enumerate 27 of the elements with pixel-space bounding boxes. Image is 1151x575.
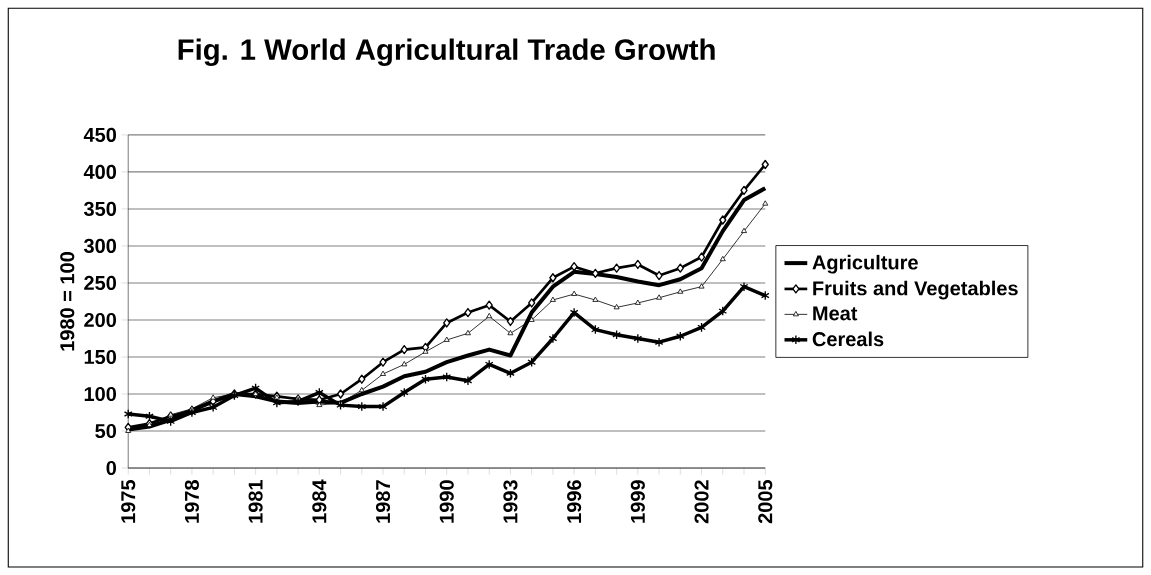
y-tick-label: 400 — [83, 164, 117, 179]
legend-label: Agriculture — [812, 254, 918, 274]
x-tick-label: 1993 — [503, 480, 518, 523]
x-tick-label: 1999 — [630, 480, 645, 523]
x-tick-label: 2005 — [758, 479, 773, 524]
x-tick-label: 1975 — [121, 479, 136, 523]
legend-label: Fruits and Vegetables — [813, 280, 1018, 300]
y-tick-label: 450 — [83, 127, 117, 142]
y-tick-label: 300 — [83, 238, 117, 253]
x-tick-label: 1990 — [439, 480, 454, 523]
y-tick-label: 200 — [84, 312, 117, 327]
chart-title: Fig. 1 World Agricultural Trade Growth — [178, 38, 715, 66]
x-tick-label: 1987 — [375, 480, 391, 523]
y-tick-label: 100 — [84, 386, 117, 401]
legend-label: Cereals — [812, 331, 884, 347]
x-tick-label: 1984 — [312, 479, 327, 523]
y-tick-label: 50 — [95, 423, 117, 438]
legend-label: Meat — [813, 306, 858, 321]
y-tick-label: 0 — [106, 460, 117, 475]
x-tick-label: 2002 — [694, 480, 709, 524]
x-tick-label: 1981 — [248, 479, 263, 523]
x-tick-label: 1978 — [184, 479, 199, 523]
y-tick-label: 350 — [83, 201, 117, 216]
y-tick-label: 150 — [84, 349, 117, 364]
x-tick-label: 1996 — [567, 480, 582, 523]
y-tick-label: 250 — [84, 275, 117, 290]
y-axis-title: 1980 = 100 — [60, 251, 75, 351]
